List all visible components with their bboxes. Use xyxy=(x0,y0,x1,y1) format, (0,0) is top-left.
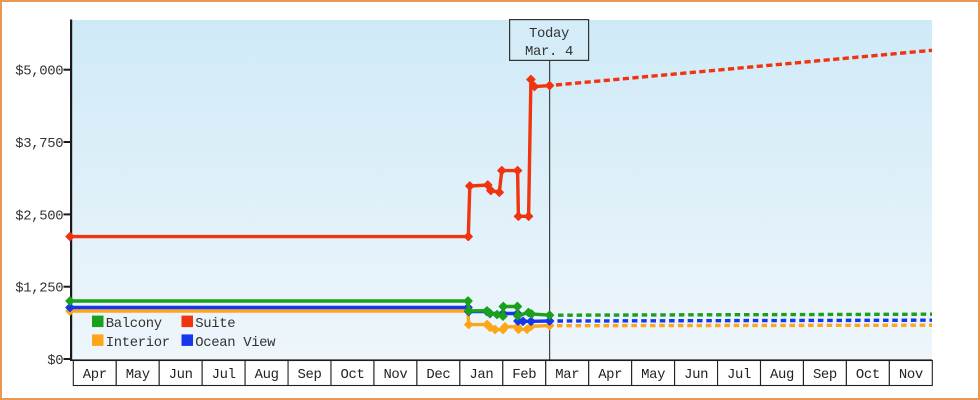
svg-text:Jul: Jul xyxy=(727,367,751,383)
svg-text:$3,750: $3,750 xyxy=(15,136,63,152)
svg-text:Sep: Sep xyxy=(813,367,837,383)
svg-text:Sep: Sep xyxy=(298,367,322,383)
svg-text:Jun: Jun xyxy=(169,367,193,383)
svg-text:$1,250: $1,250 xyxy=(15,281,63,297)
svg-text:Ocean View: Ocean View xyxy=(195,335,276,351)
svg-text:Jun: Jun xyxy=(684,367,708,383)
svg-text:Aug: Aug xyxy=(770,367,794,383)
svg-text:Balcony: Balcony xyxy=(106,316,162,332)
svg-text:Apr: Apr xyxy=(598,367,622,383)
svg-text:May: May xyxy=(126,367,150,383)
svg-text:Dec: Dec xyxy=(426,367,450,383)
svg-text:Mar: Mar xyxy=(555,367,579,383)
svg-text:Oct: Oct xyxy=(340,367,364,383)
svg-text:$2,500: $2,500 xyxy=(15,208,63,224)
svg-text:Mar. 4: Mar. 4 xyxy=(525,44,573,60)
svg-text:Oct: Oct xyxy=(856,367,880,383)
svg-text:Suite: Suite xyxy=(195,316,235,332)
svg-text:May: May xyxy=(641,367,665,383)
svg-text:Jan: Jan xyxy=(469,367,493,383)
svg-text:Jul: Jul xyxy=(212,367,236,383)
svg-text:Today: Today xyxy=(529,26,569,42)
svg-text:$5,000: $5,000 xyxy=(15,64,63,80)
svg-text:Nov: Nov xyxy=(899,367,923,383)
svg-text:Nov: Nov xyxy=(383,367,407,383)
svg-text:Feb: Feb xyxy=(512,367,536,383)
svg-text:Interior: Interior xyxy=(106,335,170,351)
svg-text:Apr: Apr xyxy=(83,367,107,383)
svg-text:Aug: Aug xyxy=(255,367,279,383)
svg-text:$0: $0 xyxy=(47,353,63,369)
